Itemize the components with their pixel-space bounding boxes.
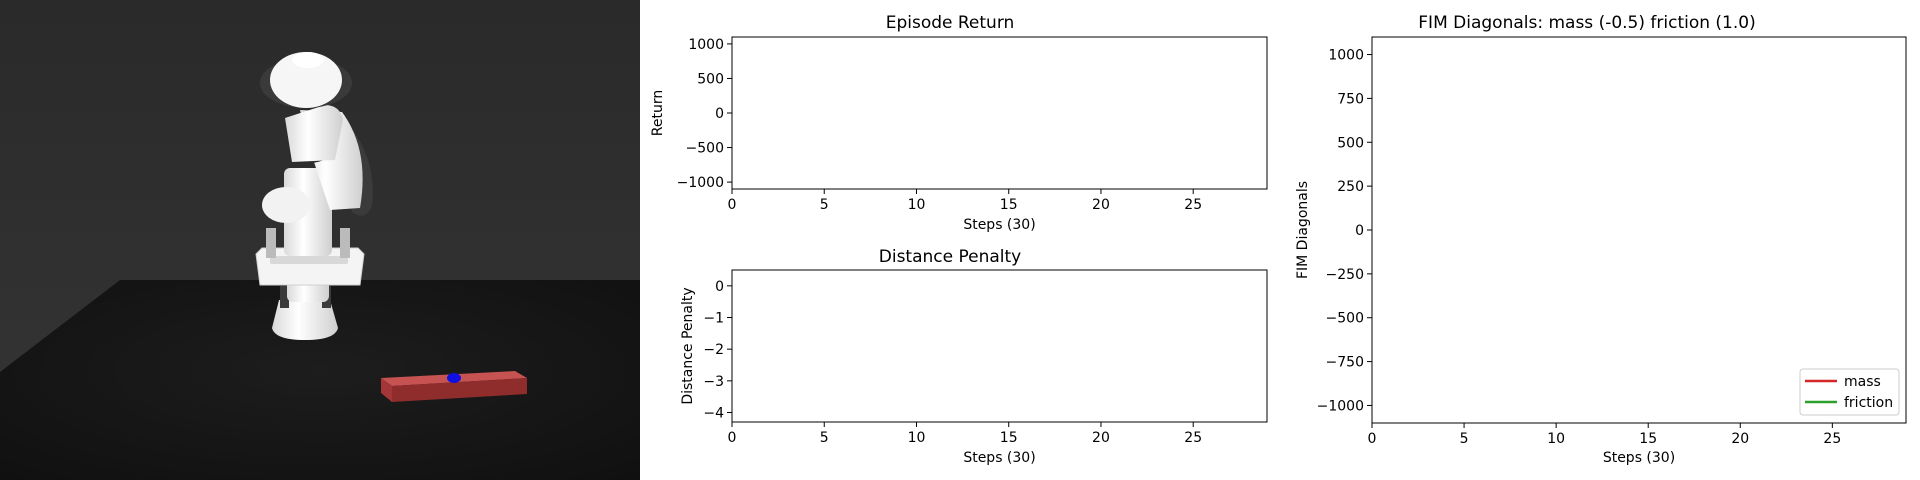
plot-frame	[731, 269, 1268, 423]
x-tick-label: 25	[1184, 197, 1202, 213]
robot-base-bracket-left	[280, 286, 289, 308]
x-ticks: 0 5 10 15 20 25	[1368, 423, 1841, 447]
y-tick-label: 500	[697, 71, 724, 87]
y-tick-label: −500	[686, 141, 724, 157]
x-tick-label: 10	[908, 197, 926, 213]
object-block-front	[392, 378, 527, 402]
robot-base	[272, 300, 338, 340]
x-tick-label: 25	[1184, 430, 1202, 446]
chart-distance-penalty: Distance Penalty −4 −3 −2 −1 0 0 5 10 15 20 25 St…	[680, 247, 1268, 466]
y-tick-label: −1000	[1317, 398, 1364, 414]
chart-episode-return: Episode Return −1000 −500 0 500 1000 0 5 10 15 2…	[650, 13, 1268, 233]
y-tick-label: 500	[1337, 135, 1364, 151]
robot-head	[270, 52, 342, 108]
y-tick-label: −3	[703, 374, 724, 390]
chart-title: FIM Diagonals: mass (-0.5) friction (1.0…	[1418, 13, 1755, 33]
y-ticks: −4 −3 −2 −1 0	[703, 279, 732, 422]
y-axis-label: FIM Diagonals	[1295, 181, 1311, 279]
x-tick-label: 5	[1460, 431, 1469, 447]
robot-head-cap	[292, 52, 324, 68]
x-tick-label: 0	[1368, 431, 1377, 447]
x-tick-label: 15	[1639, 431, 1657, 447]
y-tick-label: −1	[703, 311, 724, 327]
robot-joint-elbow	[262, 187, 310, 223]
robot-gripper-right	[340, 228, 350, 258]
chart-title: Distance Penalty	[879, 247, 1021, 267]
y-ticks: −1000 −750 −500 −250 0 250 500 750 1000	[1317, 48, 1372, 414]
y-tick-label: 1000	[688, 37, 724, 53]
x-tick-label: 5	[820, 430, 829, 446]
legend-label-mass: mass	[1844, 374, 1881, 390]
simulation-view	[0, 0, 640, 480]
y-tick-label: 1000	[1328, 48, 1364, 64]
x-tick-label: 20	[1731, 431, 1749, 447]
x-axis-label: Steps (30)	[1603, 450, 1675, 466]
robot-link-4	[285, 105, 343, 162]
y-tick-label: −750	[1326, 355, 1364, 371]
floor	[0, 280, 640, 480]
x-tick-label: 10	[1547, 431, 1565, 447]
y-tick-label: −250	[1326, 267, 1364, 283]
y-tick-label: −500	[1326, 311, 1364, 327]
legend-label-friction: friction	[1844, 395, 1893, 411]
y-tick-label: −1000	[677, 175, 724, 191]
y-axis-label: Distance Penalty	[680, 287, 696, 404]
chart-fim-diagonals: FIM Diagonals: mass (-0.5) friction (1.0…	[1295, 13, 1907, 466]
y-tick-label: 250	[1337, 179, 1364, 195]
x-tick-label: 15	[1000, 197, 1018, 213]
robot-gripper-left	[266, 228, 276, 258]
plot-frame	[731, 36, 1268, 190]
y-tick-label: 750	[1337, 91, 1364, 107]
chart-title: Episode Return	[886, 13, 1015, 33]
y-tick-label: 0	[1355, 223, 1364, 239]
y-axis-label: Return	[650, 90, 666, 136]
x-ticks: 0 5 10 15 20 25	[728, 189, 1202, 213]
x-tick-label: 0	[728, 430, 737, 446]
x-tick-label: 20	[1092, 197, 1110, 213]
x-tick-label: 20	[1092, 430, 1110, 446]
x-tick-label: 0	[728, 197, 737, 213]
legend: mass friction	[1799, 368, 1900, 416]
y-tick-label: 0	[715, 279, 724, 295]
robot-mount-slot	[270, 256, 348, 264]
y-ticks: −1000 −500 0 500 1000	[677, 37, 732, 191]
plot-frame	[1371, 36, 1907, 424]
x-tick-label: 25	[1823, 431, 1841, 447]
x-axis-label: Steps (30)	[963, 217, 1035, 233]
target-marker	[447, 373, 461, 383]
y-tick-label: 0	[715, 106, 724, 122]
x-tick-label: 15	[1000, 430, 1018, 446]
x-tick-label: 10	[908, 430, 926, 446]
object-block-side	[381, 378, 392, 402]
x-axis-label: Steps (30)	[963, 450, 1035, 466]
y-tick-label: −4	[703, 406, 724, 422]
x-ticks: 0 5 10 15 20 25	[728, 422, 1202, 446]
robot-arm	[255, 52, 373, 340]
y-tick-label: −2	[703, 342, 724, 358]
x-tick-label: 5	[820, 197, 829, 213]
